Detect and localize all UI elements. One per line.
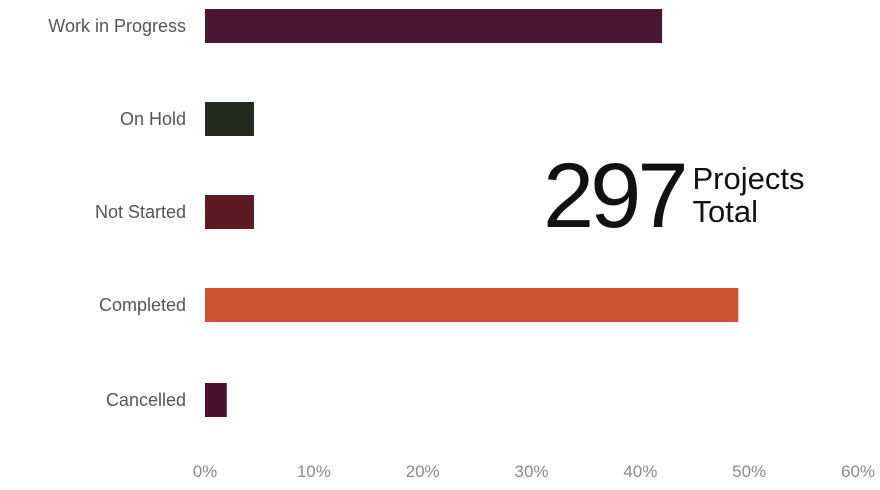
x-tick-label-5: 50% — [732, 462, 766, 481]
category-label-2: Not Started — [95, 202, 186, 222]
category-label-0: Work in Progress — [48, 16, 186, 36]
bar-3 — [205, 288, 739, 322]
bar-4 — [205, 383, 227, 417]
x-tick-label-1: 10% — [297, 462, 331, 481]
category-label-3: Completed — [99, 295, 186, 315]
category-label-1: On Hold — [120, 109, 186, 129]
bar-0 — [205, 9, 663, 43]
kpi-number: 297 — [543, 145, 688, 247]
bar-1 — [205, 102, 254, 136]
kpi-caption-line1: Projects — [692, 161, 805, 197]
bar-2 — [205, 195, 254, 229]
x-tick-label-4: 40% — [623, 462, 657, 481]
kpi-caption-line2: Total — [692, 194, 758, 229]
x-tick-label-3: 30% — [514, 462, 548, 481]
x-tick-label-2: 20% — [406, 462, 440, 481]
kpi-caption: Projects Total — [693, 163, 805, 228]
x-tick-label-6: 60% — [841, 462, 875, 481]
kpi-total: 297 Projects Total — [543, 150, 804, 242]
category-label-4: Cancelled — [106, 390, 186, 410]
x-tick-label-0: 0% — [193, 462, 218, 481]
